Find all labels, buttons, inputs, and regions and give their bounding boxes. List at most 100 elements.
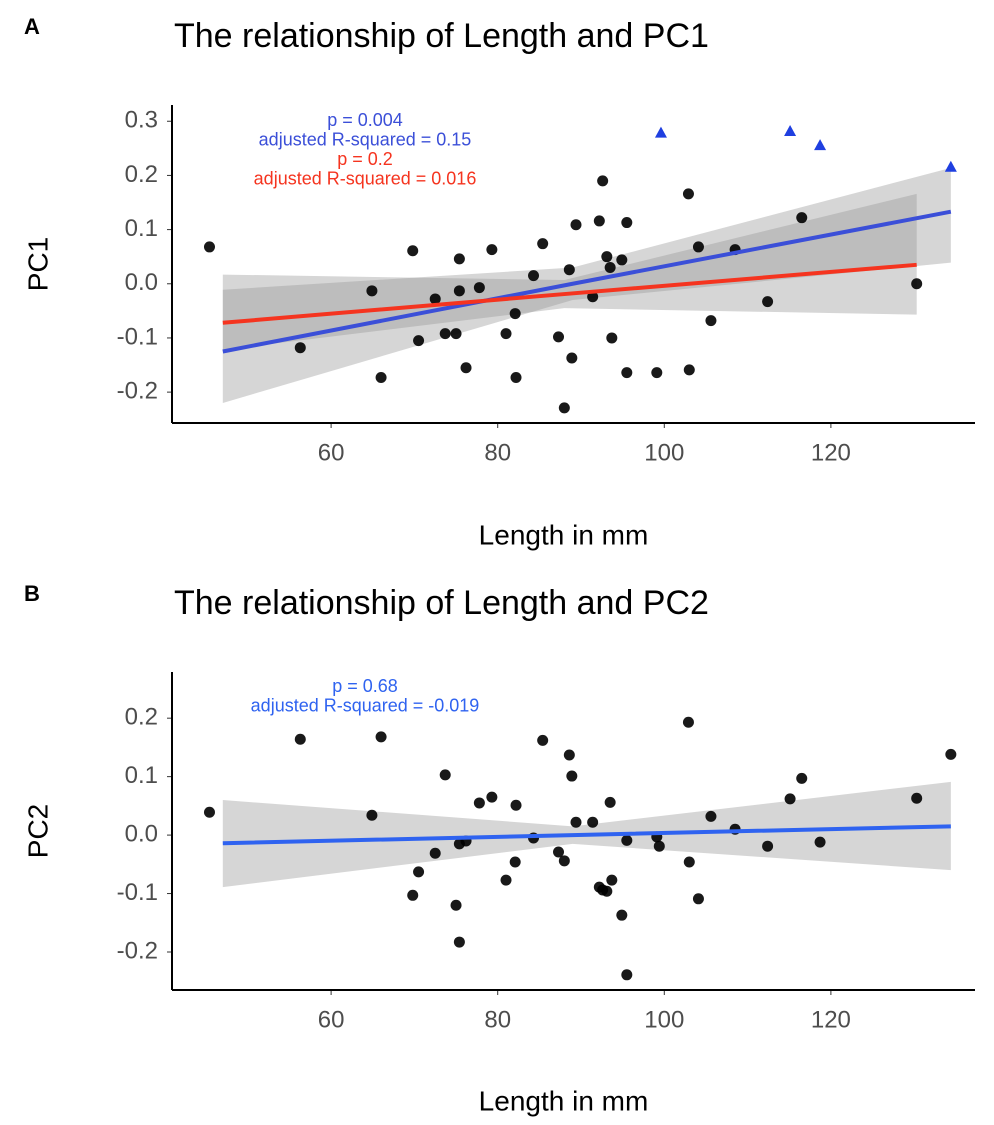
- x-tick-label: 100: [644, 439, 684, 466]
- x-tick-label: 80: [484, 439, 511, 466]
- point: [944, 160, 957, 172]
- point: [537, 238, 549, 250]
- point: [407, 889, 419, 901]
- point: [500, 328, 512, 340]
- point: [784, 793, 796, 805]
- x-tick-label: 100: [644, 1006, 684, 1033]
- point: [558, 402, 570, 414]
- point: [796, 212, 808, 224]
- point: [653, 840, 665, 852]
- annotation: p = 0.68: [332, 676, 398, 696]
- point: [621, 834, 633, 846]
- point: [597, 175, 609, 187]
- point: [203, 806, 215, 818]
- point: [683, 856, 695, 868]
- confidence-band: [222, 193, 917, 350]
- point: [375, 371, 387, 383]
- point: [450, 899, 462, 911]
- point: [294, 342, 306, 354]
- point: [616, 909, 628, 921]
- point: [528, 270, 540, 282]
- point: [570, 219, 582, 231]
- point: [566, 770, 578, 782]
- point: [450, 328, 462, 340]
- point: [604, 262, 616, 274]
- point: [606, 332, 618, 344]
- point: [621, 969, 633, 981]
- point: [203, 241, 215, 253]
- x-tick-label: 120: [811, 439, 851, 466]
- point: [553, 331, 565, 343]
- point: [705, 810, 717, 822]
- point: [621, 367, 633, 379]
- y-axis-title: PC2: [22, 804, 53, 858]
- point: [473, 282, 485, 294]
- point: [553, 846, 565, 858]
- point: [692, 893, 704, 905]
- point: [683, 364, 695, 376]
- point: [692, 241, 704, 253]
- point: [510, 371, 522, 383]
- point: [587, 291, 599, 303]
- annotation: adjusted R-squared = -0.019: [251, 695, 480, 715]
- point: [407, 245, 419, 257]
- x-tick-label: 60: [318, 439, 345, 466]
- panel-label: B: [24, 581, 40, 606]
- point: [294, 733, 306, 745]
- point: [682, 716, 694, 728]
- point: [453, 936, 465, 948]
- point: [762, 840, 774, 852]
- point: [439, 769, 451, 781]
- point: [429, 847, 441, 859]
- point: [413, 866, 425, 878]
- point: [606, 874, 618, 886]
- point: [509, 308, 521, 320]
- point: [537, 734, 549, 746]
- fit-line: [222, 262, 917, 325]
- point: [601, 251, 613, 263]
- y-tick-label: 0.2: [125, 704, 158, 731]
- annotation: p = 0.004: [327, 110, 403, 130]
- y-tick-label: -0.1: [117, 879, 158, 906]
- point: [366, 285, 378, 297]
- point: [784, 125, 797, 137]
- x-tick-label: 120: [811, 1006, 851, 1033]
- point: [453, 253, 465, 265]
- point: [587, 816, 599, 828]
- point: [621, 217, 633, 229]
- point: [429, 293, 441, 305]
- point: [762, 296, 774, 308]
- y-tick-label: 0.3: [125, 107, 158, 134]
- y-tick-label: -0.1: [117, 323, 158, 350]
- y-tick-label: 0.0: [125, 820, 158, 847]
- y-tick-label: -0.2: [117, 377, 158, 404]
- x-axis-title: Length in mm: [479, 1085, 649, 1116]
- point: [945, 748, 957, 760]
- point: [510, 799, 522, 811]
- point: [500, 874, 512, 886]
- point: [705, 315, 717, 327]
- point: [604, 796, 616, 808]
- point: [473, 797, 485, 809]
- y-tick-label: 0.1: [125, 762, 158, 789]
- annotation: p = 0.2: [337, 149, 393, 169]
- point: [911, 792, 923, 804]
- x-axis-title: Length in mm: [479, 519, 649, 550]
- fit-line: [222, 209, 952, 354]
- x-tick-label: 80: [484, 1006, 511, 1033]
- y-tick-label: 0.2: [125, 161, 158, 188]
- point: [566, 352, 578, 364]
- point: [366, 809, 378, 821]
- panel-label: A: [24, 14, 40, 39]
- point: [486, 244, 498, 256]
- y-tick-label: -0.2: [117, 937, 158, 964]
- point: [911, 278, 923, 290]
- point: [814, 836, 826, 848]
- annotation: adjusted R-squared = 0.15: [259, 129, 472, 149]
- y-axis-title: PC1: [22, 237, 53, 291]
- y-tick-label: 0.0: [125, 269, 158, 296]
- point: [654, 126, 667, 138]
- annotation: adjusted R-squared = 0.016: [254, 168, 477, 188]
- x-tick-label: 60: [318, 1006, 345, 1033]
- point: [601, 885, 613, 897]
